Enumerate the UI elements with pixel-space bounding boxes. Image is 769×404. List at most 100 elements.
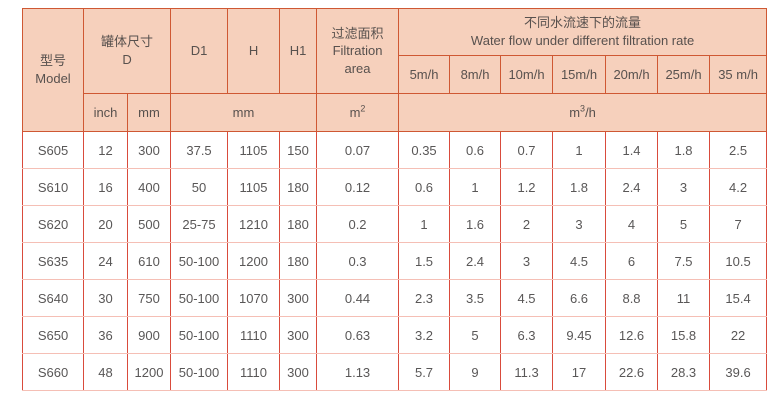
cell-mm: 900	[126, 316, 172, 354]
unit-inch: inch	[83, 93, 128, 132]
cell-flow: 5.7	[398, 353, 451, 391]
cell-h1: 180	[279, 168, 318, 206]
cell-inch: 12	[83, 131, 128, 169]
header-water-flow-cn: 不同水流速下的流量	[524, 15, 642, 31]
header-model-cn: 型号	[39, 53, 66, 69]
cell-d1: 25-75	[170, 205, 229, 243]
cell-flow: 1.5	[398, 242, 451, 280]
cell-flow: 1	[449, 168, 502, 206]
unit-m3h: m3/h	[398, 93, 768, 132]
unit-mm-tank: mm	[126, 93, 172, 132]
cell-flow: 1.4	[605, 131, 659, 169]
table-row: S650 36 900 50-100 1110 300 0.63 3.2 5 6…	[22, 316, 768, 354]
cell-model: S610	[22, 168, 84, 206]
header-row-speeds: 5m/h 8m/h 10m/h 15m/h 20m/h 25m/h 35 m/h	[23, 55, 768, 94]
table-header: 型号 Model 罐体尺寸 D D1 H H1 过滤面积 Filtration …	[22, 8, 768, 132]
header-h1: H1	[279, 8, 318, 94]
header-speed-5: 5m/h	[398, 55, 451, 94]
cell-flow: 15.4	[709, 279, 768, 317]
cell-mm: 500	[126, 205, 172, 243]
table-row: S660 48 1200 50-100 1110 300 1.13 5.7 9 …	[22, 353, 768, 391]
cell-flow: 5	[657, 205, 711, 243]
cell-flow: 39.6	[709, 353, 768, 391]
cell-d1: 50-100	[170, 353, 229, 391]
header-tank-size-en: D	[122, 52, 132, 67]
header-speed-25: 25m/h	[657, 55, 711, 94]
cell-flow: 3	[657, 168, 711, 206]
header-tank-size-cn: 罐体尺寸	[101, 34, 154, 50]
cell-h: 1105	[227, 131, 281, 169]
header-speed-20: 20m/h	[605, 55, 659, 94]
cell-inch: 24	[83, 242, 128, 280]
cell-mm: 300	[126, 131, 172, 169]
header-speed-8: 8m/h	[449, 55, 502, 94]
cell-inch: 16	[83, 168, 128, 206]
header-model-en: Model	[35, 71, 71, 86]
header-h: H	[227, 8, 281, 94]
cell-flow: 3	[500, 242, 554, 280]
cell-d1: 50	[170, 168, 229, 206]
cell-flow: 12.6	[605, 316, 659, 354]
cell-h: 1110	[227, 353, 281, 391]
cell-flow: 3.2	[398, 316, 451, 354]
cell-model: S620	[22, 205, 84, 243]
header-tank-size: 罐体尺寸 D	[82, 8, 172, 94]
cell-flow: 22.6	[605, 353, 659, 391]
cell-inch: 20	[83, 205, 128, 243]
cell-flow: 0.6	[449, 131, 502, 169]
cell-flow: 6.3	[500, 316, 554, 354]
header-speed-10: 10m/h	[500, 55, 554, 94]
cell-model: S660	[22, 353, 84, 391]
header-row-units: inch mm mm m2 m3/h	[23, 93, 768, 132]
cell-flow: 0.35	[398, 131, 451, 169]
cell-flow: 1	[552, 131, 607, 169]
header-speed-35: 35 m/h	[709, 55, 768, 94]
cell-area: 0.07	[316, 131, 400, 169]
cell-d1: 50-100	[170, 279, 229, 317]
cell-flow: 3	[552, 205, 607, 243]
cell-flow: 4	[605, 205, 659, 243]
cell-mm: 400	[126, 168, 172, 206]
cell-flow: 2	[500, 205, 554, 243]
cell-flow: 0.7	[500, 131, 554, 169]
cell-mm: 610	[126, 242, 172, 280]
table-row: S605 12 300 37.5 1105 150 0.07 0.35 0.6 …	[22, 131, 768, 169]
unit-m2: m2	[316, 93, 400, 132]
cell-inch: 30	[83, 279, 128, 317]
cell-flow: 15.8	[657, 316, 711, 354]
header-d1: D1	[170, 8, 229, 94]
cell-area: 1.13	[316, 353, 400, 391]
cell-mm: 1200	[126, 353, 172, 391]
cell-flow: 0.6	[398, 168, 451, 206]
table-row: S640 30 750 50-100 1070 300 0.44 2.3 3.5…	[22, 279, 768, 317]
header-water-flow: 不同水流速下的流量 Water flow under different fil…	[398, 8, 768, 56]
header-filtration-en2: area	[344, 60, 371, 76]
cell-flow: 8.8	[605, 279, 659, 317]
cell-area: 0.3	[316, 242, 400, 280]
header-filtration-area: 过滤面积 Filtration area	[316, 8, 400, 94]
cell-flow: 2.4	[605, 168, 659, 206]
cell-flow: 9	[449, 353, 502, 391]
cell-flow: 1	[398, 205, 451, 243]
cell-flow: 1.2	[500, 168, 554, 206]
cell-flow: 11	[657, 279, 711, 317]
cell-h1: 180	[279, 242, 318, 280]
cell-area: 0.44	[316, 279, 400, 317]
header-filtration-cn: 过滤面积	[331, 25, 384, 41]
cell-d1: 37.5	[170, 131, 229, 169]
cell-d1: 50-100	[170, 242, 229, 280]
cell-flow: 1.8	[657, 131, 711, 169]
cell-area: 0.12	[316, 168, 400, 206]
cell-flow: 6	[605, 242, 659, 280]
cell-h: 1070	[227, 279, 281, 317]
table-row: S620 20 500 25-75 1210 180 0.2 1 1.6 2 3…	[22, 205, 768, 243]
header-row-title: 型号 Model 罐体尺寸 D D1 H H1 过滤面积 Filtration …	[22, 8, 768, 132]
cell-flow: 4.5	[500, 279, 554, 317]
cell-area: 0.2	[316, 205, 400, 243]
table-row: S610 16 400 50 1105 180 0.12 0.6 1 1.2 1…	[22, 168, 768, 206]
cell-h1: 300	[279, 279, 318, 317]
filter-spec-table: 型号 Model 罐体尺寸 D D1 H H1 过滤面积 Filtration …	[22, 8, 768, 391]
table-body: S605 12 300 37.5 1105 150 0.07 0.35 0.6 …	[22, 131, 768, 391]
cell-flow: 22	[709, 316, 768, 354]
header-water-flow-en: Water flow under different filtration ra…	[470, 33, 695, 48]
